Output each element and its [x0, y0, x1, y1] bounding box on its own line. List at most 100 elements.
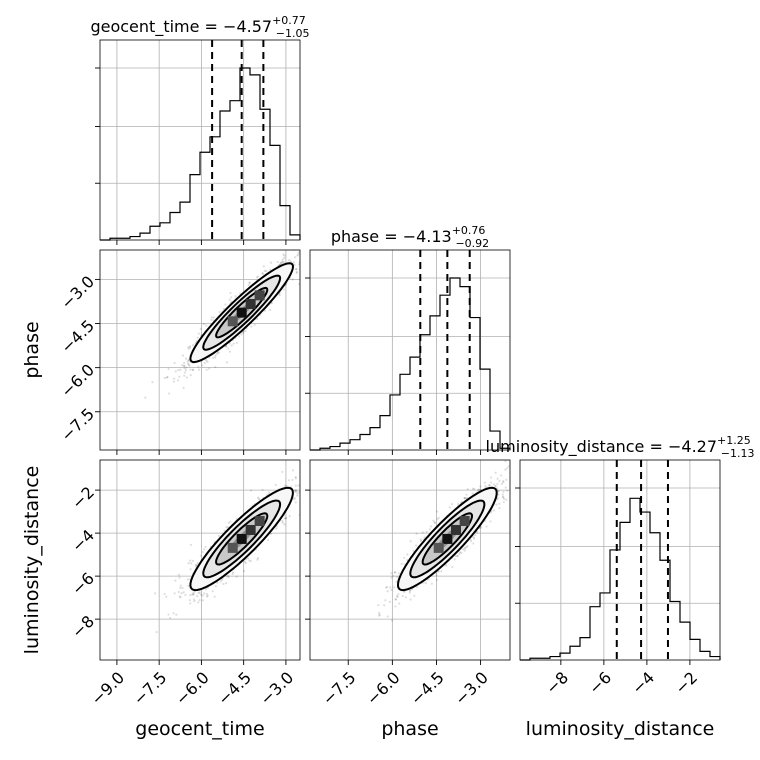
- scatter-point: [283, 256, 286, 260]
- scatter-point: [255, 276, 259, 279]
- scatter-point: [227, 347, 230, 350]
- scatter-point: [242, 332, 245, 335]
- scatter-point: [436, 510, 439, 513]
- scatter-point: [398, 602, 401, 605]
- scatter-point: [453, 558, 456, 561]
- scatter-point: [193, 600, 196, 603]
- scatter-point: [485, 525, 488, 528]
- scatter-point: [184, 357, 188, 360]
- y-tick-label: −6.0: [57, 360, 98, 401]
- scatter-point: [210, 316, 213, 319]
- scatter-point: [279, 261, 282, 264]
- scatter-point: [397, 593, 400, 596]
- scatter-point: [231, 571, 235, 574]
- scatter-point: [188, 599, 191, 602]
- contour-line-1: [202, 499, 282, 579]
- contour-line-2: [215, 512, 269, 566]
- scatter-point: [287, 479, 291, 482]
- grid-0-0: [100, 40, 300, 240]
- scatter-point: [296, 494, 299, 497]
- scatter-point: [307, 261, 309, 263]
- contour-line-1: [409, 499, 486, 579]
- scatter-point: [186, 360, 189, 363]
- x-tick-label: −4: [628, 668, 658, 698]
- scatter-point: [274, 483, 277, 486]
- scatter-point: [229, 520, 232, 523]
- scatter-point: [463, 497, 466, 500]
- scatter-point: [230, 344, 233, 347]
- scatter-point: [388, 600, 392, 604]
- scatter-point: [409, 540, 412, 543]
- scatter-point: [298, 490, 300, 494]
- scatter-point: [302, 484, 304, 486]
- scatter-point: [404, 596, 408, 599]
- scatter-point: [211, 590, 214, 593]
- scatter-point: [189, 368, 192, 371]
- scatter-point: [465, 545, 468, 549]
- scatter-point: [227, 574, 230, 577]
- x-tick-label: −8: [542, 668, 572, 698]
- scatter-point: [187, 363, 191, 366]
- density-cell-0: [236, 307, 247, 318]
- scatter-point: [429, 525, 433, 528]
- scatter-point: [257, 497, 260, 500]
- scatter-point: [503, 497, 506, 501]
- scatter-point: [187, 347, 190, 350]
- scatter-point: [174, 370, 177, 373]
- scatter-point: [181, 354, 185, 357]
- scatter-point: [514, 484, 516, 486]
- scatter-point: [384, 599, 387, 602]
- scatter-point: [488, 484, 491, 487]
- scatter-point: [302, 256, 304, 258]
- scatter-point: [322, 232, 324, 234]
- scatter-point: [484, 484, 487, 488]
- y-tick-label: −4.5: [57, 316, 98, 357]
- scatter-point: [394, 605, 397, 608]
- scatter-point: [458, 552, 461, 556]
- scatter-point: [242, 569, 246, 573]
- panel-title-luminosity_distance: luminosity_distance = −4.27+1.25 −1.13: [486, 434, 755, 460]
- scatter-point: [222, 307, 225, 310]
- density-cell-0: [442, 533, 453, 544]
- scatter-point: [477, 489, 480, 492]
- scatter-point: [190, 593, 194, 596]
- scatter-point: [448, 506, 452, 509]
- scatter-point: [463, 496, 466, 500]
- scatter-point: [281, 519, 284, 523]
- density-luminosity_distance-vs-geocent_time: [153, 469, 314, 634]
- scatter-point: [249, 489, 253, 492]
- scatter-point: [253, 323, 256, 326]
- scatter-point: [505, 467, 509, 470]
- scatter-point: [235, 575, 238, 578]
- scatter-point: [281, 258, 284, 261]
- scatter-point: [282, 288, 285, 291]
- scatter-point: [165, 376, 169, 379]
- scatter-point: [163, 376, 166, 380]
- scatter-point: [204, 588, 208, 591]
- scatter-point: [396, 595, 399, 598]
- scatter-point: [419, 538, 423, 541]
- scatter-point: [494, 484, 497, 487]
- scatter-point: [191, 559, 195, 563]
- scatter-point: [284, 517, 287, 520]
- scatter-point: [214, 365, 217, 369]
- scatter-point: [192, 593, 195, 596]
- scatter-point: [301, 254, 303, 256]
- scatter-point: [463, 549, 466, 552]
- density-core: [433, 516, 470, 553]
- y-tick-label: −4: [68, 526, 98, 556]
- scatter-point: [229, 291, 232, 295]
- scatter-point: [385, 586, 388, 589]
- scatter-point: [191, 368, 195, 371]
- scatter-point: [235, 341, 238, 345]
- scatter-point: [285, 516, 288, 520]
- scatter-point: [179, 596, 182, 599]
- x-tick-label: −6.0: [172, 668, 213, 709]
- scatter-point: [214, 356, 217, 359]
- scatter-point: [501, 495, 505, 498]
- y-tick-label: −7.5: [57, 404, 98, 445]
- scatter-point: [196, 595, 199, 598]
- scatter-point: [312, 485, 314, 487]
- title-minus: −0.92: [455, 237, 489, 250]
- scatter-point: [498, 502, 501, 505]
